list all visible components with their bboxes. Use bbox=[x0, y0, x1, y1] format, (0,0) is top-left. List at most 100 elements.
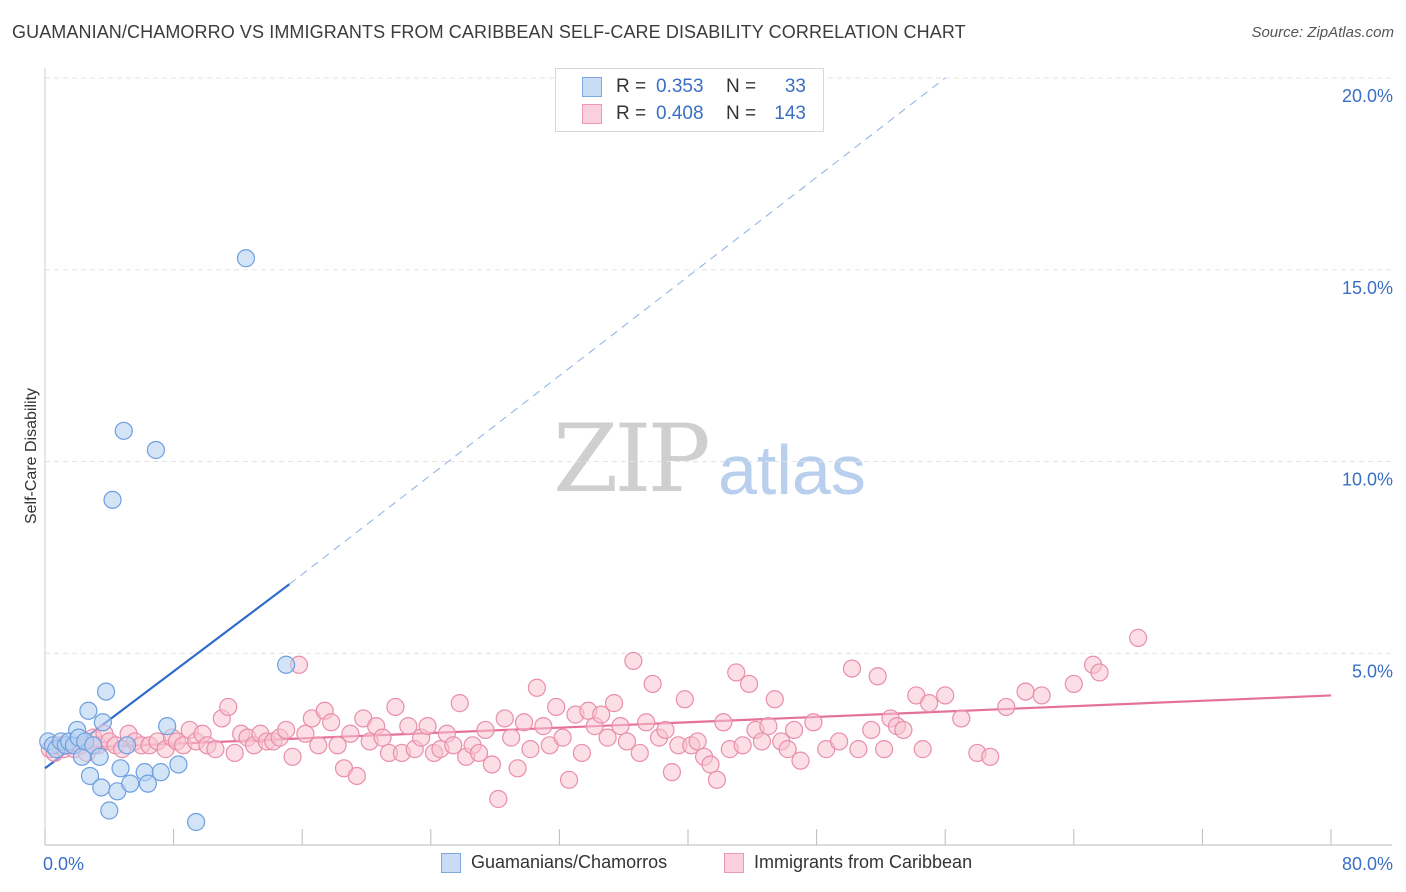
data-point-caribbean bbox=[875, 740, 894, 759]
watermark-zip: ZIP bbox=[553, 405, 711, 514]
data-point-guamanian bbox=[146, 440, 166, 460]
data-point-caribbean bbox=[277, 720, 296, 740]
data-point-caribbean bbox=[598, 728, 617, 747]
data-point-guamanian bbox=[90, 747, 109, 766]
data-point-caribbean bbox=[514, 713, 534, 732]
data-point-caribbean bbox=[784, 720, 804, 740]
data-point-guamanian bbox=[103, 490, 122, 509]
legend-n-label: N = bbox=[726, 103, 757, 124]
legend-r-label: R = bbox=[616, 76, 647, 97]
legend-r-value: 0.408 bbox=[656, 103, 704, 124]
legend-n-label: N = bbox=[726, 76, 757, 97]
data-point-caribbean bbox=[399, 717, 418, 736]
data-point-caribbean bbox=[868, 667, 887, 686]
data-point-guamanian bbox=[277, 655, 296, 674]
data-point-caribbean bbox=[553, 728, 572, 747]
data-point-caribbean bbox=[688, 732, 707, 751]
data-point-caribbean bbox=[1090, 663, 1109, 682]
data-point-caribbean bbox=[997, 697, 1016, 717]
data-point-caribbean bbox=[296, 724, 315, 743]
data-point-caribbean bbox=[476, 720, 495, 740]
legend-n-value: 143 bbox=[774, 103, 806, 124]
data-point-caribbean bbox=[894, 720, 913, 740]
data-point-caribbean bbox=[849, 740, 868, 759]
data-point-caribbean bbox=[386, 697, 405, 717]
data-point-caribbean bbox=[418, 717, 437, 736]
gridlines bbox=[45, 77, 1392, 654]
chart-title: GUAMANIAN/CHAMORRO VS IMMIGRANTS FROM CA… bbox=[12, 22, 966, 42]
data-point-guamanian bbox=[96, 682, 116, 701]
data-point-caribbean bbox=[714, 713, 733, 732]
data-point-caribbean bbox=[225, 743, 244, 763]
data-point-caribbean bbox=[701, 755, 720, 774]
data-point-caribbean bbox=[450, 694, 469, 713]
legend-n-value: 33 bbox=[784, 76, 806, 97]
data-point-caribbean bbox=[1032, 686, 1051, 705]
data-point-caribbean bbox=[611, 717, 630, 736]
data-point-caribbean bbox=[1128, 628, 1148, 648]
source-label: Source: ZipAtlas.com bbox=[1251, 24, 1394, 41]
data-point-caribbean bbox=[637, 713, 656, 732]
y-tick-label: 15.0% bbox=[1342, 278, 1393, 298]
data-point-caribbean bbox=[444, 736, 463, 755]
data-point-caribbean bbox=[842, 659, 862, 678]
legend-row-caribbean: R = 0.408 N = 143 bbox=[582, 102, 806, 126]
data-point-caribbean bbox=[219, 697, 238, 717]
data-point-caribbean bbox=[739, 674, 759, 694]
bottom-legend-label-guamanian: Guamanians/Chamorros bbox=[471, 852, 668, 872]
data-point-caribbean bbox=[572, 743, 592, 763]
data-point-guamanian bbox=[169, 755, 188, 774]
data-point-caribbean bbox=[778, 740, 797, 759]
data-point-guamanian bbox=[158, 717, 177, 736]
data-point-guamanian bbox=[92, 778, 111, 797]
y-axis-label: Self-Care Disability bbox=[23, 388, 40, 524]
data-point-caribbean bbox=[283, 747, 302, 766]
data-point-caribbean bbox=[830, 732, 849, 751]
data-point-caribbean bbox=[765, 690, 784, 709]
data-point-guamanian bbox=[236, 249, 256, 268]
data-point-guamanian bbox=[117, 736, 137, 755]
axis-labels: 5.0% 10.0% 15.0% 20.0% 0.0% 80.0% Self-Care Di… bbox=[23, 86, 1393, 874]
data-point-caribbean bbox=[707, 770, 727, 789]
data-point-caribbean bbox=[759, 717, 778, 736]
trendline-guamanian-extension bbox=[288, 77, 946, 585]
data-point-caribbean bbox=[913, 740, 932, 759]
data-point-caribbean bbox=[495, 709, 514, 728]
data-point-caribbean bbox=[952, 709, 971, 728]
data-point-caribbean bbox=[322, 713, 341, 732]
data-point-caribbean bbox=[1016, 682, 1035, 701]
legend-swatch-pink bbox=[582, 104, 602, 124]
legend-row-guamanian: R = 0.353 N = 33 bbox=[582, 75, 806, 99]
data-point-caribbean bbox=[630, 743, 649, 763]
data-point-caribbean bbox=[341, 724, 360, 743]
data-point-guamanian bbox=[111, 759, 130, 778]
data-point-caribbean bbox=[534, 717, 553, 736]
data-point-caribbean bbox=[662, 763, 682, 782]
bottom-legend-swatch-pink bbox=[724, 852, 744, 873]
x-tick-label: 80.0% bbox=[1342, 854, 1393, 874]
data-point-caribbean bbox=[469, 743, 489, 763]
data-point-caribbean bbox=[482, 755, 501, 774]
x-tick-label: 0.0% bbox=[43, 854, 84, 874]
bottom-legend-label-caribbean: Immigrants from Caribbean bbox=[754, 852, 973, 872]
data-point-caribbean bbox=[347, 766, 366, 786]
data-point-guamanian bbox=[121, 774, 140, 793]
data-point-caribbean bbox=[521, 740, 540, 759]
y-tick-label: 5.0% bbox=[1352, 661, 1393, 681]
data-point-caribbean bbox=[309, 736, 328, 755]
y-tick-label: 20.0% bbox=[1342, 86, 1393, 106]
data-point-caribbean bbox=[502, 728, 521, 747]
data-point-caribbean bbox=[547, 697, 566, 717]
data-point-caribbean bbox=[604, 694, 624, 713]
legend-swatch-blue bbox=[582, 77, 602, 97]
data-point-guamanian bbox=[187, 812, 206, 832]
legend-r-label: R = bbox=[616, 103, 647, 124]
data-point-guamanian bbox=[80, 766, 100, 786]
data-point-caribbean bbox=[624, 651, 643, 671]
data-point-caribbean bbox=[656, 720, 675, 740]
data-point-caribbean bbox=[727, 663, 746, 682]
watermark-atlas: atlas bbox=[718, 431, 866, 509]
series-caribbean-points bbox=[40, 628, 1148, 809]
data-point-guamanian bbox=[79, 701, 98, 720]
